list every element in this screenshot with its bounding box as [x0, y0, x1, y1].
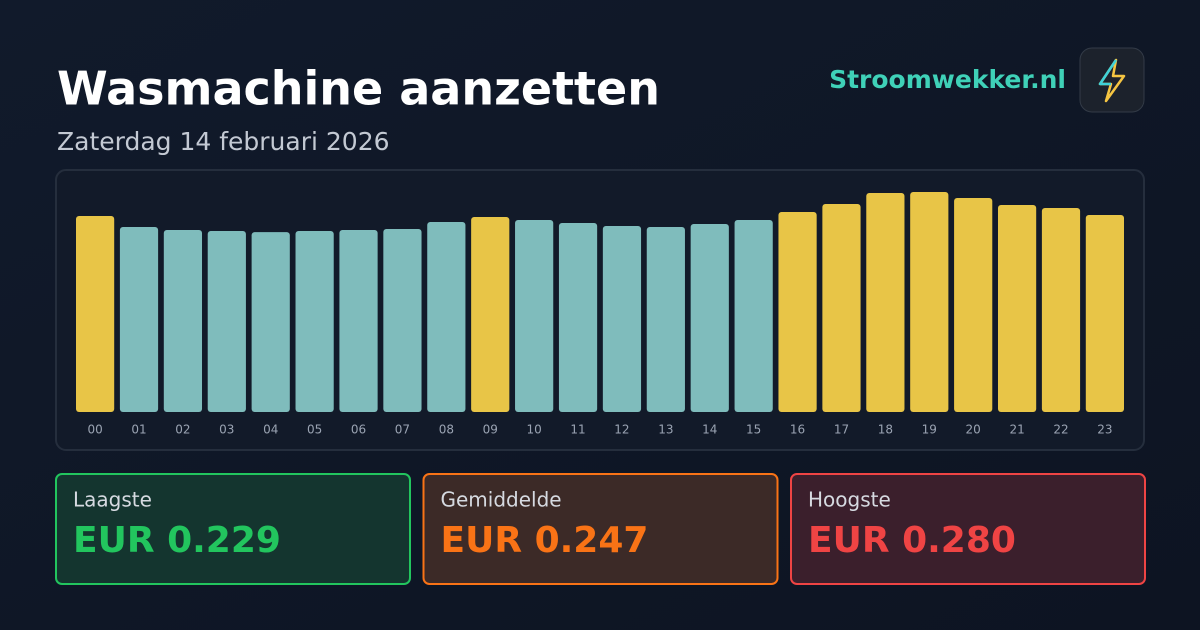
- x-tick-label: 11: [570, 423, 585, 437]
- bar: [778, 212, 817, 412]
- bar: [515, 219, 554, 412]
- bar: [163, 230, 203, 412]
- title: Wasmachine aanzetten: [57, 62, 660, 116]
- x-tick-label: 18: [878, 423, 893, 437]
- bar: [339, 230, 378, 412]
- bar: [471, 216, 510, 412]
- x-tick-label: 19: [922, 423, 937, 437]
- x-tick-label: 05: [307, 423, 322, 437]
- bar: [383, 229, 422, 412]
- bar: [251, 232, 290, 412]
- brand: Stroomwekker.nl: [829, 65, 1066, 94]
- bar: [119, 226, 159, 412]
- stat-value: EUR 0.247: [441, 520, 649, 561]
- bar: [207, 230, 246, 412]
- x-tick-label: 07: [395, 423, 410, 437]
- bar: [822, 204, 861, 412]
- bar: [76, 215, 115, 412]
- x-tick-label: 01: [131, 423, 146, 437]
- bars: 00 01 02 03 04 05 06 07 08 09 10 11 12 13 14 15 16 17 18 19…: [76, 192, 1124, 437]
- x-tick-label: 04: [263, 423, 278, 437]
- bar: [558, 223, 598, 412]
- stat-value: EUR 0.280: [808, 520, 1016, 561]
- x-tick-label: 06: [351, 423, 366, 437]
- x-tick-label: 23: [1097, 423, 1112, 437]
- x-tick-label: 12: [614, 423, 629, 437]
- bar: [866, 193, 905, 412]
- stat-card: [790, 473, 1146, 585]
- bar: [690, 223, 729, 412]
- bar: [997, 204, 1037, 412]
- stats: Laagste EUR 0.229 Gemiddelde EUR 0.247 Hoogs…: [55, 473, 1146, 585]
- logo: [1079, 47, 1145, 113]
- bar: [910, 192, 949, 412]
- x-tick-label: 21: [1009, 423, 1024, 437]
- x-tick-label: 13: [658, 423, 673, 437]
- bar: [954, 197, 993, 412]
- x-tick-label: 22: [1053, 423, 1068, 437]
- stat-card: [422, 473, 779, 585]
- stat-label: Hoogste: [808, 488, 891, 512]
- bar: [1085, 215, 1124, 412]
- x-tick-label: 00: [87, 423, 102, 437]
- x-tick-label: 08: [439, 423, 454, 437]
- x-tick-label: 02: [175, 423, 190, 437]
- stat-value: EUR 0.229: [73, 520, 281, 561]
- bar: [734, 219, 773, 412]
- bar: [1041, 208, 1081, 412]
- stat-card: [55, 473, 411, 585]
- x-tick-label: 03: [219, 423, 234, 437]
- x-tick-label: 17: [834, 423, 849, 437]
- x-tick-label: 09: [483, 423, 498, 437]
- bar: [427, 222, 466, 412]
- x-tick-label: 10: [527, 423, 542, 437]
- bar: [646, 226, 685, 412]
- subtitle: Zaterdag 14 februari 2026: [57, 127, 390, 156]
- x-tick-label: 20: [966, 423, 981, 437]
- stat-label: Gemiddelde: [441, 488, 562, 512]
- bar: [295, 230, 334, 412]
- x-tick-label: 15: [746, 423, 761, 437]
- bar: [602, 226, 642, 412]
- x-tick-label: 14: [702, 423, 717, 437]
- x-tick-label: 16: [790, 423, 805, 437]
- stat-label: Laagste: [73, 488, 152, 512]
